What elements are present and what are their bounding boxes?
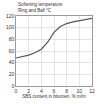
svg-text:2: 2 [27,88,30,94]
svg-text:6: 6 [53,88,56,94]
svg-text:10: 10 [77,88,83,94]
svg-text:12: 12 [89,88,95,94]
svg-text:60: 60 [9,48,15,54]
svg-text:20: 20 [9,71,15,77]
svg-text:8: 8 [65,88,68,94]
svg-text:80: 80 [9,36,15,42]
svg-text:120: 120 [6,13,15,19]
svg-text:40: 40 [9,59,15,65]
svg-text:0: 0 [15,88,18,94]
svg-text:Softening temperatureRing and: Softening temperatureRing and Ball °C [18,2,63,13]
svg-text:4: 4 [40,88,43,94]
svg-text:0: 0 [12,83,15,89]
svg-text:100: 100 [6,24,15,30]
svg-text:SBS content in bitumen, % m/m: SBS content in bitumen, % m/m [22,94,86,99]
